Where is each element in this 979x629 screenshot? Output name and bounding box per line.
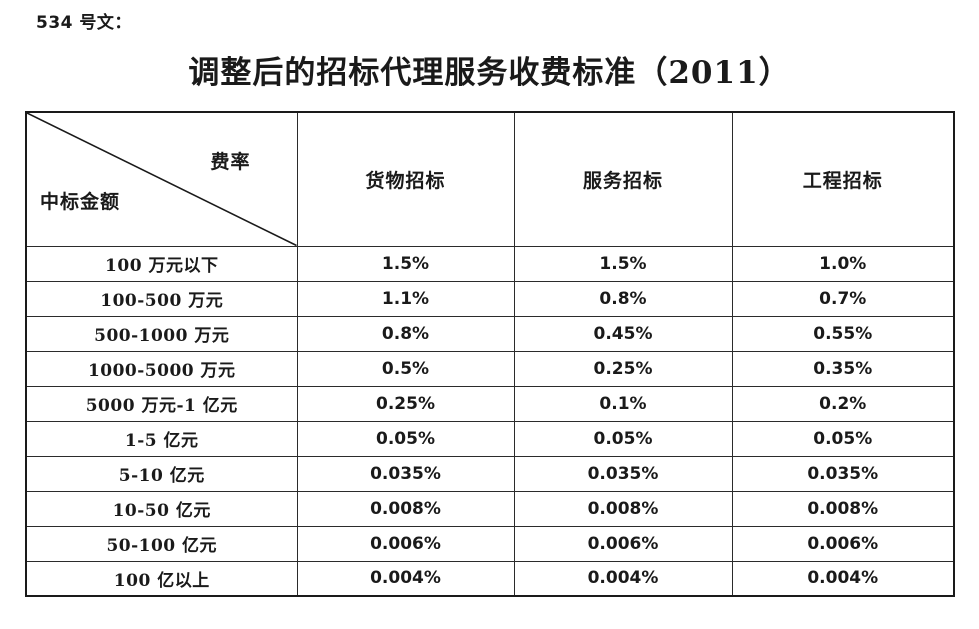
column-header-goods-tender: 货物招标: [296, 111, 515, 247]
fee-cell: 0.004%: [513, 560, 733, 597]
fee-cell: 0.035%: [296, 455, 515, 492]
table-row: 5-10 亿元 0.035% 0.035% 0.035%: [25, 455, 955, 492]
fee-cell: 0.5%: [296, 350, 515, 387]
row-label: 100 万元以下: [25, 245, 298, 282]
row-label: 50-100 亿元: [25, 525, 298, 562]
column-header-engineering-tender: 工程招标: [731, 111, 955, 247]
table-corner-cell: 费率 中标金额: [25, 111, 298, 247]
row-label: 1-5 亿元: [25, 420, 298, 457]
row-label: 100 亿以上: [25, 560, 298, 597]
row-label: 500-1000 万元: [25, 315, 298, 352]
row-label: 5000 万元-1 亿元: [25, 385, 298, 422]
table-row: 100 万元以下 1.5% 1.5% 1.0%: [25, 245, 955, 282]
fee-cell: 1.5%: [513, 245, 733, 282]
table-row: 5000 万元-1 亿元 0.25% 0.1% 0.2%: [25, 385, 955, 422]
row-label: 5-10 亿元: [25, 455, 298, 492]
fee-cell: 0.035%: [731, 455, 955, 492]
fee-cell: 0.006%: [731, 525, 955, 562]
row-label: 10-50 亿元: [25, 490, 298, 527]
table-row: 10-50 亿元 0.008% 0.008% 0.008%: [25, 490, 955, 527]
fee-rate-table: 费率 中标金额 货物招标 服务招标 工程招标 100 万元以下 1.5% 1.5…: [25, 111, 955, 597]
fee-cell: 0.008%: [296, 490, 515, 527]
table-row: 100 亿以上 0.004% 0.004% 0.004%: [25, 560, 955, 597]
row-label: 1000-5000 万元: [25, 350, 298, 387]
fee-cell: 0.035%: [513, 455, 733, 492]
fee-cell: 0.05%: [731, 420, 955, 457]
corner-label-fee-rate: 费率: [210, 151, 251, 173]
fee-cell: 0.1%: [513, 385, 733, 422]
table-row: 500-1000 万元 0.8% 0.45% 0.55%: [25, 315, 955, 352]
table-header-row: 费率 中标金额 货物招标 服务招标 工程招标: [25, 111, 955, 247]
fee-cell: 1.0%: [731, 245, 955, 282]
fee-cell: 0.25%: [513, 350, 733, 387]
fee-cell: 1.5%: [296, 245, 515, 282]
fee-cell: 0.006%: [296, 525, 515, 562]
fee-cell: 1.1%: [296, 280, 515, 317]
diagonal-divider-line: [27, 113, 297, 246]
table-row: 1-5 亿元 0.05% 0.05% 0.05%: [25, 420, 955, 457]
fee-cell: 0.008%: [513, 490, 733, 527]
fee-cell: 0.05%: [513, 420, 733, 457]
table-row: 50-100 亿元 0.006% 0.006% 0.006%: [25, 525, 955, 562]
fee-cell: 0.25%: [296, 385, 515, 422]
fee-cell: 0.55%: [731, 315, 955, 352]
table-row: 100-500 万元 1.1% 0.8% 0.7%: [25, 280, 955, 317]
fee-cell: 0.004%: [296, 560, 515, 597]
fee-cell: 0.8%: [296, 315, 515, 352]
fee-cell: 0.2%: [731, 385, 955, 422]
column-header-service-tender: 服务招标: [513, 111, 733, 247]
fee-cell: 0.8%: [513, 280, 733, 317]
fee-cell: 0.45%: [513, 315, 733, 352]
fee-cell: 0.35%: [731, 350, 955, 387]
doc-reference: 534 号文：: [36, 13, 132, 33]
fee-cell: 0.006%: [513, 525, 733, 562]
page-title: 调整后的招标代理服务收费标准（2011）: [188, 55, 791, 91]
fee-cell: 0.05%: [296, 420, 515, 457]
corner-label-bid-amount: 中标金额: [40, 190, 121, 213]
fee-cell: 0.004%: [731, 560, 955, 597]
table-row: 1000-5000 万元 0.5% 0.25% 0.35%: [25, 350, 955, 387]
row-label: 100-500 万元: [25, 280, 298, 317]
fee-cell: 0.008%: [731, 490, 955, 527]
fee-cell: 0.7%: [731, 280, 955, 317]
